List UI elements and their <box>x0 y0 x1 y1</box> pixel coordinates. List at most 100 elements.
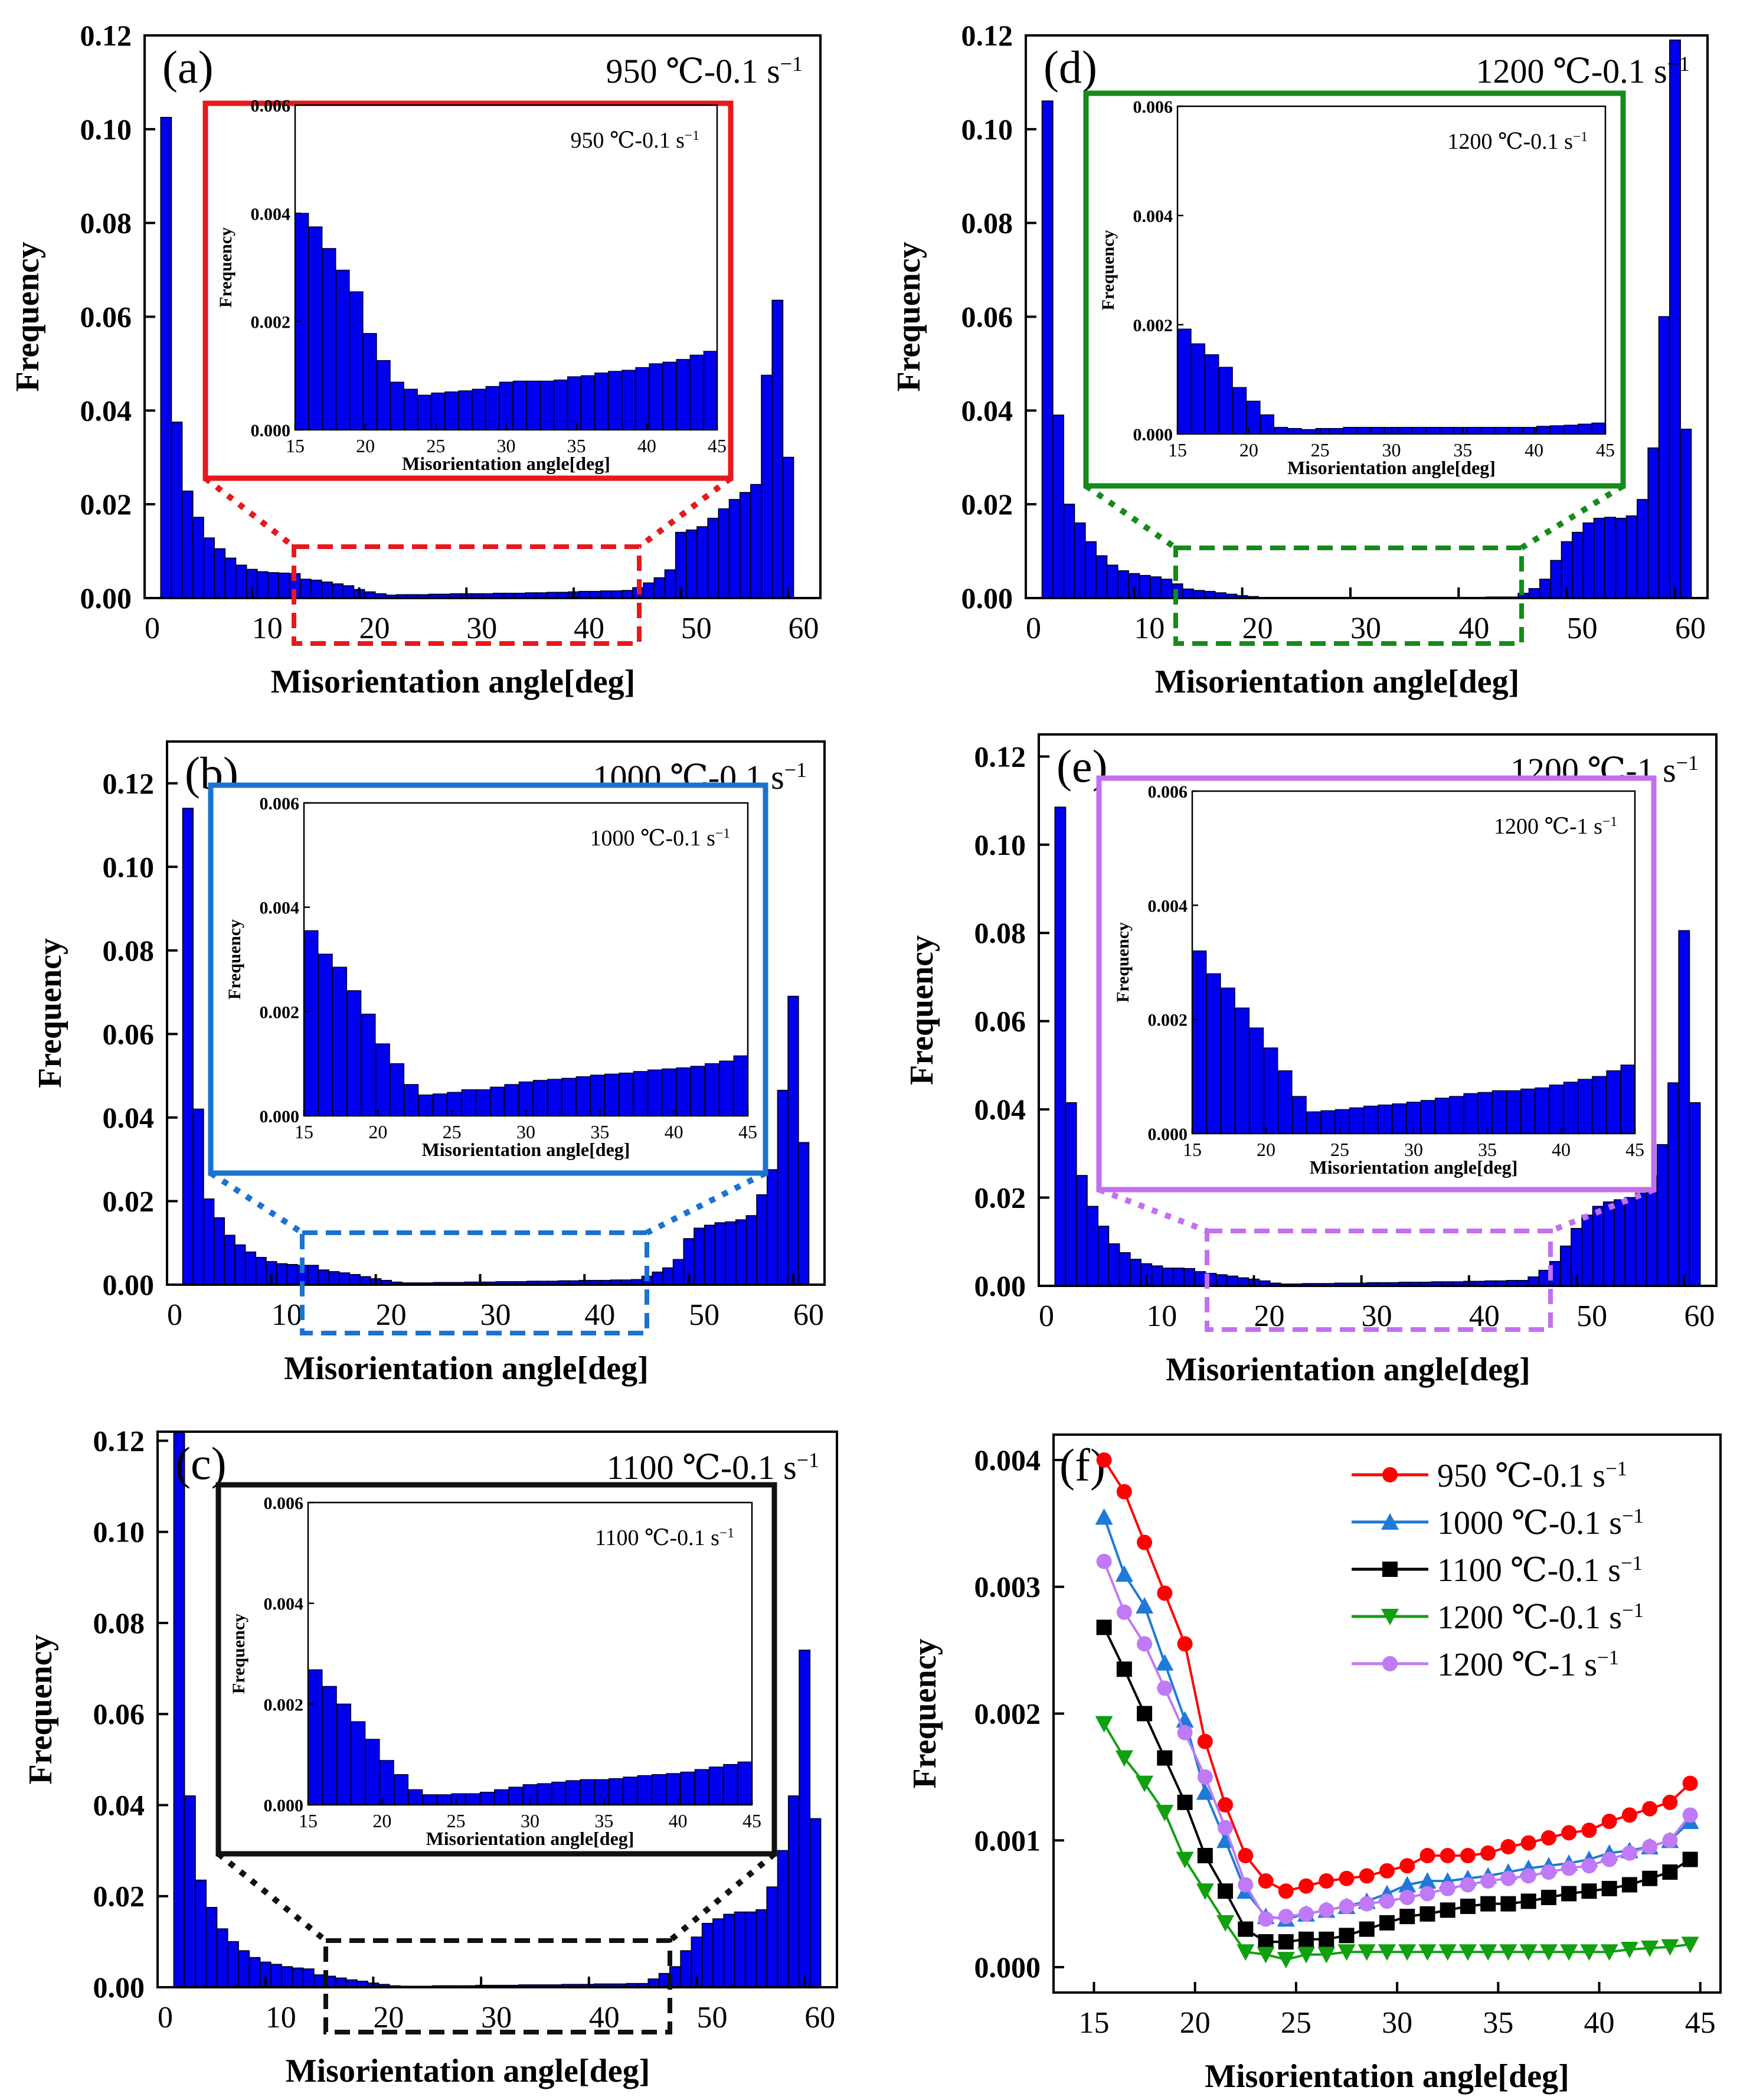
inset-bar <box>1412 427 1427 435</box>
data-point <box>1621 1877 1637 1893</box>
inset-bar <box>1453 427 1468 435</box>
data-point <box>1601 1814 1617 1830</box>
panel-d: 0 10 20 30 40 50 60 0.00 0.02 0.04 0.06 0.08 0.10 0.1… <box>891 19 1709 700</box>
data-point <box>1278 1934 1294 1950</box>
zoom-region-dashed-box <box>1205 1229 1553 1332</box>
data-point <box>1500 1870 1516 1886</box>
x-tick-label: 30 <box>480 1298 511 1332</box>
bar <box>257 571 269 599</box>
inset-x-tick-label: 30 <box>1382 439 1401 461</box>
y-axis-label: Frequency <box>9 241 46 391</box>
bar <box>685 529 698 599</box>
bar <box>1539 579 1551 599</box>
data-point <box>1641 1940 1659 1957</box>
legend-label: 1100 ℃-0.1 s−1 <box>1437 1552 1643 1589</box>
inset-bar <box>633 1071 648 1116</box>
x-axis-label: Misorientation angle[deg] <box>271 664 635 700</box>
bar <box>745 1215 757 1285</box>
bar <box>1635 1193 1647 1287</box>
inset-bar <box>581 375 595 430</box>
inset-bar <box>1463 1093 1478 1134</box>
data-point <box>1519 1944 1538 1961</box>
data-point <box>1601 1880 1617 1896</box>
bar <box>286 1264 298 1285</box>
panel-b: 0 10 20 30 40 50 60 0.00 0.02 0.04 0.06 0.08 0.10 0.1… <box>32 740 826 1387</box>
bar <box>349 1274 361 1285</box>
inset-bar <box>1467 427 1481 435</box>
inset-y-tick-label: 0.002 <box>264 1695 304 1714</box>
inset-bar <box>1306 1111 1322 1134</box>
plot-frame <box>156 1431 838 1988</box>
x-tick-label: 10 <box>272 1298 302 1332</box>
bar <box>744 1911 757 1988</box>
inset-x-tick-label: 15 <box>1168 439 1187 461</box>
bar <box>203 1198 215 1286</box>
data-point <box>1500 1839 1516 1855</box>
y-tick-label: 0.08 <box>974 916 1026 949</box>
inset-condition-label: 1000 ℃-0.1 s−1 <box>590 826 730 851</box>
y-tick-label: 0.00 <box>103 1268 155 1301</box>
y-axis-label: Frequency <box>891 241 927 391</box>
data-point <box>1095 1716 1113 1733</box>
data-point <box>1621 1845 1637 1861</box>
y-tick-label: 0.08 <box>80 207 132 240</box>
data-point <box>1258 1911 1274 1927</box>
inset-bar <box>532 1080 548 1116</box>
inset-bar <box>472 388 486 430</box>
bar <box>216 1928 228 1988</box>
inset-x-tick-label: 25 <box>443 1121 462 1142</box>
inset-bar <box>703 351 718 430</box>
bar <box>302 1968 315 1988</box>
bar <box>653 577 666 599</box>
inset-bar <box>335 269 350 430</box>
data-point <box>1116 1484 1132 1500</box>
data-point <box>1382 1656 1398 1671</box>
data-point <box>1440 1880 1455 1896</box>
condition-label: 1200 ℃-0.1 s−1 <box>1476 52 1690 90</box>
data-point <box>1257 1946 1275 1964</box>
bar <box>787 1795 800 1988</box>
bar <box>1528 588 1540 599</box>
data-point <box>1381 1513 1399 1530</box>
inset-x-axis-label: Misorientation angle[deg] <box>402 453 610 474</box>
x-tick-label: 10 <box>1146 1299 1177 1333</box>
bar <box>761 374 773 599</box>
inset-bar <box>390 381 404 430</box>
inset-bar <box>422 1794 437 1805</box>
inset-bar <box>551 1781 566 1805</box>
y-tick-label: 0.00 <box>974 1269 1026 1302</box>
bar <box>1106 564 1118 599</box>
x-tick-label: 50 <box>1567 612 1598 645</box>
data-point <box>1216 1831 1235 1848</box>
inset-bar <box>490 1086 505 1116</box>
inset-bar <box>1550 425 1565 435</box>
bar <box>332 583 344 599</box>
bar <box>248 1957 261 1988</box>
inset-x-axis-label: Misorientation angle[deg] <box>426 1828 634 1849</box>
bar <box>787 995 799 1285</box>
y-tick-label: 0.02 <box>974 1181 1026 1214</box>
data-point <box>1540 1830 1556 1846</box>
data-point <box>1218 1883 1234 1899</box>
x-axis-label: Misorientation angle[deg] <box>284 1350 648 1387</box>
inset-bar <box>680 1771 695 1805</box>
inset-bar <box>708 1766 724 1805</box>
data-point <box>1581 1883 1597 1899</box>
bar <box>1624 1197 1637 1287</box>
y-tick-label: 0.12 <box>961 19 1013 52</box>
bar <box>1669 39 1681 599</box>
inset-bar <box>1563 1082 1578 1134</box>
inset-condition-label: 1200 ℃-1 s−1 <box>1494 814 1617 839</box>
inset-bar <box>512 380 527 430</box>
data-point <box>1561 1886 1577 1902</box>
inset-bar <box>485 386 500 430</box>
data-point <box>1499 1944 1517 1961</box>
data-point <box>1096 1553 1112 1569</box>
inset-bar <box>1370 427 1385 435</box>
data-point <box>1137 1706 1153 1722</box>
bar <box>1075 1175 1088 1286</box>
data-point <box>1177 1794 1193 1810</box>
inset-bar <box>561 1077 577 1116</box>
inset-bar <box>1520 1088 1535 1134</box>
bar <box>766 1886 778 1988</box>
